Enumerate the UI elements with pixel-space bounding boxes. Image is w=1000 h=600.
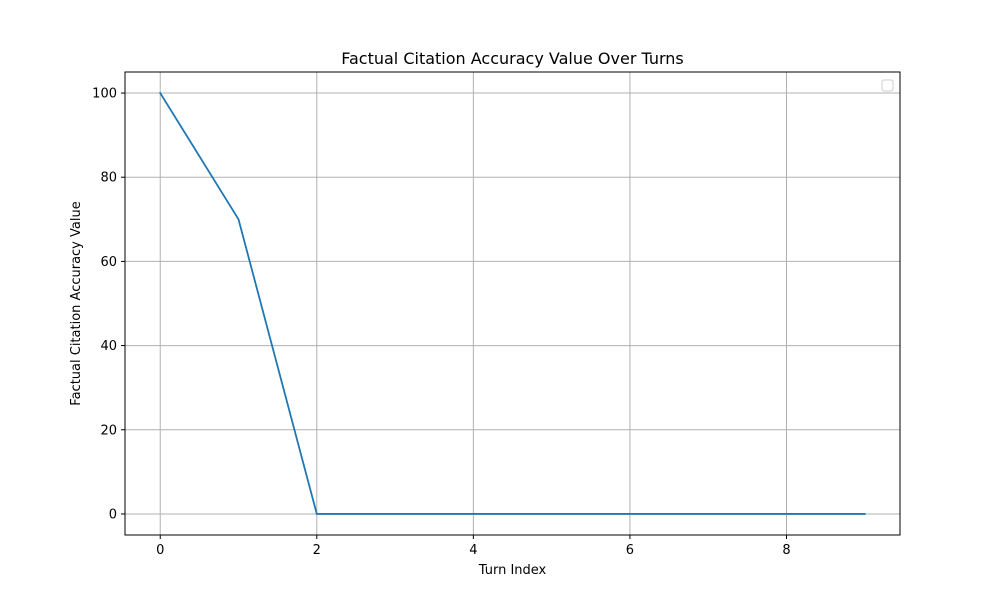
y-tick-label: 20 [100, 423, 117, 438]
x-tick-label: 0 [156, 543, 164, 558]
y-tick-label: 80 [100, 171, 117, 186]
x-tick-label: 6 [626, 543, 634, 558]
y-tick-label: 60 [100, 255, 117, 270]
plot-frame [124, 71, 901, 536]
series-layer [158, 91, 866, 515]
x-tick-label: 8 [782, 543, 790, 558]
x-tick-label: 2 [313, 543, 321, 558]
legend-box [881, 79, 894, 92]
series-line [158, 91, 866, 515]
y-tick-label: 100 [92, 87, 117, 102]
y-tick-label: 40 [100, 339, 117, 354]
x-tick-label: 4 [469, 543, 477, 558]
x-axis-label: Turn Index [478, 563, 547, 578]
y-axis-label: Factual Citation Accuracy Value [69, 201, 84, 405]
legend [881, 79, 894, 92]
y-tick-label: 0 [109, 507, 117, 522]
chart-title: Factual Citation Accuracy Value Over Tur… [341, 49, 684, 68]
